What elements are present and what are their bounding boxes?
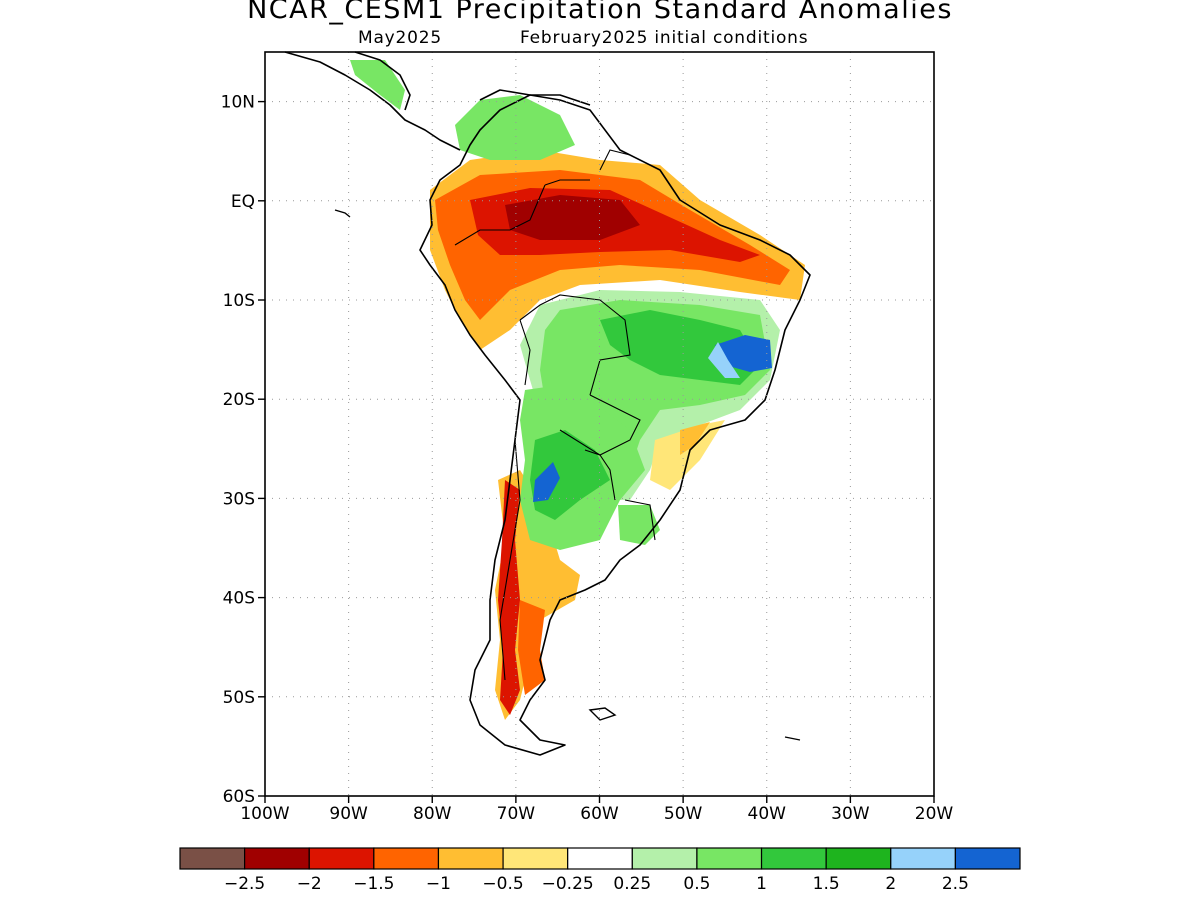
- longitude-label: 60W: [580, 804, 619, 824]
- colorbar-swatch: [308, 847, 375, 870]
- central-america-coastline: [284, 51, 461, 151]
- south-georgia: [784, 736, 801, 741]
- islands: [334, 209, 801, 741]
- longitude-label: 30W: [831, 804, 870, 824]
- latitude-label: 30S: [223, 489, 255, 509]
- longitude-label: 100W: [240, 804, 289, 824]
- colorbar-swatch: [696, 847, 763, 870]
- south-america-coastline: [419, 94, 811, 756]
- anomaly-dry-se-brazil-coast: [650, 420, 725, 490]
- colorbar-swatch: [825, 847, 892, 870]
- colorbar-label: −1.5: [353, 874, 394, 894]
- colorbar-swatch: [567, 847, 633, 870]
- forecast-month: May2025: [358, 28, 443, 48]
- colorbar-label: −0.25: [542, 874, 594, 894]
- initial-conditions: February2025 initial conditions: [520, 28, 809, 48]
- anomaly-extreme-dry-amazon: [505, 195, 640, 240]
- latitude-labels: 10N EQ 10S 20S 30S 40S 50S 60S: [221, 93, 255, 807]
- latitude-label: EQ: [231, 192, 255, 212]
- colorbar-swatch: [760, 847, 827, 870]
- anomaly-wet-colombia: [455, 95, 575, 160]
- colorbar-swatch: [502, 847, 569, 870]
- colorbar-label: 0.5: [683, 874, 710, 894]
- anomaly-wet-uruguay: [618, 505, 660, 545]
- anomaly-dry-patagonia: [518, 600, 545, 695]
- longitude-label: 20W: [915, 804, 954, 824]
- colorbar-swatch: [954, 847, 1021, 870]
- colorbar-label: 1.5: [813, 874, 840, 894]
- anomaly-dry-andes-south: [495, 470, 580, 720]
- latitude-label: 20S: [223, 390, 255, 410]
- longitude-label: 50W: [664, 804, 703, 824]
- coastlines: [284, 51, 811, 756]
- central-america-north-coast: [354, 51, 411, 111]
- colorbar-swatch: [179, 847, 246, 870]
- colorbar-label: 0.25: [613, 874, 651, 894]
- longitude-label: 70W: [497, 804, 536, 824]
- anomaly-wet-bahia-edge: [708, 342, 740, 378]
- latitude-label: 10N: [221, 93, 255, 113]
- colorbar-swatch: [631, 847, 698, 870]
- colorbar-label: −0.5: [482, 874, 523, 894]
- colorbar-label: −1: [426, 874, 451, 894]
- colorbar-label: 1: [756, 874, 767, 894]
- colorbar-labels: −2.5 −2 −1.5 −1 −0.5 −0.25 0.25 0.5 1 1.5 2 2.5: [224, 874, 969, 894]
- anomaly-dry-se-brazil: [680, 422, 710, 455]
- grid-lines: [265, 52, 934, 796]
- longitude-labels: 100W 90W 80W 70W 60W 50W 40W 30W 20W: [240, 804, 953, 824]
- galapagos: [334, 209, 351, 218]
- latitude-label: 10S: [223, 291, 255, 311]
- latitude-label: 40S: [223, 589, 255, 609]
- colorbar-label: −2.5: [224, 874, 265, 894]
- anomaly-very-wet-chaco: [533, 462, 560, 502]
- colorbar-label: 2.5: [942, 874, 969, 894]
- caribbean-coast: [479, 89, 591, 106]
- colorbar-swatch: [890, 847, 956, 870]
- anomaly-field: [350, 60, 805, 720]
- latitude-label: 60S: [223, 787, 255, 807]
- colorbar-label: −2: [297, 874, 322, 894]
- colorbar-swatch: [373, 847, 440, 870]
- longitude-label: 80W: [413, 804, 452, 824]
- longitude-label: 90W: [329, 804, 368, 824]
- colorbar-swatch: [244, 847, 310, 870]
- anomaly-very-dry-chile: [498, 480, 520, 715]
- falkland-islands: [588, 707, 617, 721]
- axis-ticks: [258, 100, 935, 803]
- country-borders: [454, 149, 656, 681]
- colorbar-label: 2: [885, 874, 896, 894]
- colorbar: [179, 847, 1021, 870]
- map-title: NCAR_CESM1 Precipitation Standard Anomal…: [247, 0, 953, 25]
- latitude-label: 50S: [223, 688, 255, 708]
- longitude-label: 40W: [748, 804, 787, 824]
- colorbar-swatch: [437, 847, 504, 870]
- anomaly-moderate-wet-chaco: [530, 430, 610, 520]
- anomaly-wet-central-america: [350, 60, 405, 110]
